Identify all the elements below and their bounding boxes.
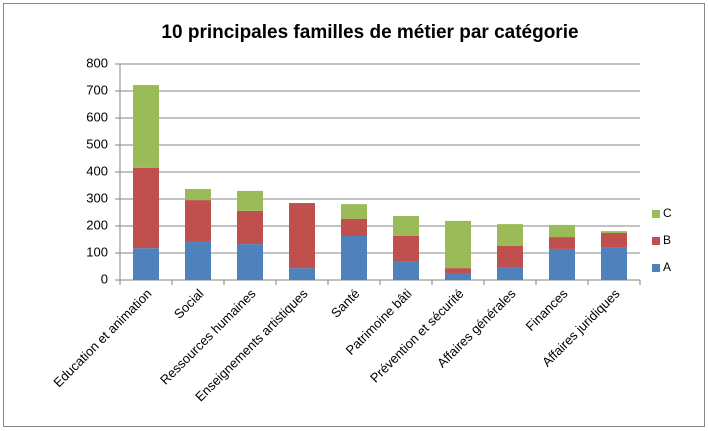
bar-segment	[549, 237, 575, 249]
y-tick-label: 100	[86, 244, 108, 259]
bar-segment	[393, 216, 419, 236]
bar-segment	[237, 210, 263, 245]
bar-segment	[601, 233, 627, 248]
bar-segment	[549, 224, 575, 238]
bar-segment	[341, 235, 367, 280]
bar-segment	[497, 267, 523, 280]
chart-title: 10 principales familles de métier par ca…	[161, 22, 578, 43]
legend-label: B	[663, 233, 671, 247]
bar-segment	[341, 218, 367, 236]
bar-segment	[133, 248, 159, 280]
bar-segment	[237, 190, 263, 211]
bar-segment	[549, 248, 575, 280]
bar-segment	[445, 272, 471, 280]
bar-segment	[185, 189, 211, 201]
bar-segment	[445, 220, 471, 269]
bar-segment	[133, 167, 159, 249]
y-tick-label: 500	[86, 136, 108, 151]
bar-segment	[185, 241, 211, 280]
bar-segment	[341, 204, 367, 219]
y-tick-label: 400	[86, 163, 108, 178]
y-tick-label: 300	[86, 190, 108, 205]
bar-segment	[393, 235, 419, 262]
legend-swatch	[652, 264, 660, 272]
bar-segment	[445, 268, 471, 273]
bar-segment	[237, 244, 263, 280]
bar-segment	[133, 85, 159, 168]
y-tick-label: 200	[86, 217, 108, 232]
y-tick-label: 700	[86, 82, 108, 97]
legend-swatch	[652, 237, 660, 245]
bar-segment	[497, 224, 523, 246]
legend-label: C	[663, 206, 672, 220]
bar-segment	[289, 268, 315, 280]
legend-swatch	[652, 210, 660, 218]
y-tick-label: 800	[86, 55, 108, 70]
bar-segment	[601, 247, 627, 280]
y-tick-label: 600	[86, 109, 108, 124]
bar-segment	[601, 231, 627, 234]
y-tick-label: 0	[101, 271, 108, 286]
bar-segment	[497, 245, 523, 268]
bar-segment	[393, 261, 419, 280]
bar-segment	[185, 200, 211, 242]
legend-label: A	[663, 260, 671, 274]
bar-segment	[289, 203, 315, 269]
